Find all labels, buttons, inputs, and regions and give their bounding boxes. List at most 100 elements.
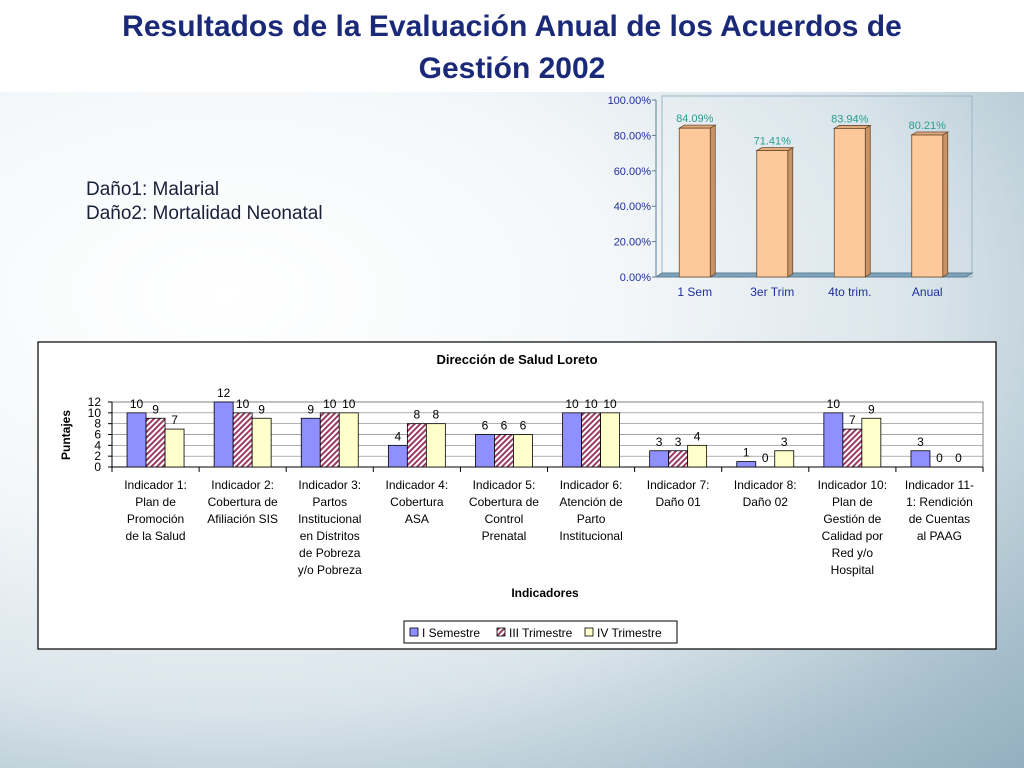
chart2-value-label: 0 xyxy=(955,451,962,465)
chart2-bar xyxy=(494,434,514,468)
chart2-value-label: 9 xyxy=(152,402,159,416)
chart1-y-tick-label: 100.00% xyxy=(608,95,652,107)
chart2-value-label: 3 xyxy=(675,435,682,449)
chart2-bar xyxy=(475,434,495,468)
title-line-2: Gestión 2002 xyxy=(418,52,606,85)
chart2-category-label: ASA xyxy=(405,512,429,526)
chart2-category-label: Indicador 8: xyxy=(734,478,797,492)
chart2-title: Dirección de Salud Loreto xyxy=(436,352,597,367)
chart2-legend-swatch xyxy=(496,627,506,637)
chart1-category-label: 1 Sem xyxy=(677,285,712,299)
chart2-legend-swatch xyxy=(584,627,594,637)
chart2-bar xyxy=(126,412,147,468)
chart2-bar xyxy=(562,412,582,468)
damage-note-1: Daño1: Malarial xyxy=(86,179,220,200)
chart2-category-label: de Pobreza xyxy=(299,546,361,560)
chart2-category-label: Plan de xyxy=(832,495,873,509)
chart2-bar xyxy=(513,434,533,468)
chart2-category-label: Indicador 11- xyxy=(905,478,974,492)
chart2-category-label: Institucional xyxy=(298,512,361,526)
chart2-value-label: 3 xyxy=(917,435,924,449)
chart2-category-label: Indicador 4: xyxy=(385,478,448,492)
chart1-value-label: 71.41% xyxy=(754,136,792,148)
chart2-value-label: 7 xyxy=(849,413,856,427)
chart2-bar xyxy=(164,428,185,468)
chart2-bar xyxy=(406,423,427,468)
chart1-bar xyxy=(911,134,944,278)
chart2-category-label: al PAAG xyxy=(917,529,962,543)
chart2-y-tick-label: 4 xyxy=(94,438,101,452)
chart2-category-label: en Distritos xyxy=(300,529,360,543)
chart2-bar xyxy=(387,444,408,468)
chart1-bar xyxy=(833,128,866,278)
chart1-y-tick-label: 0.00% xyxy=(620,272,651,284)
chart2-bar xyxy=(910,450,931,468)
chart1-y-tick-label: 40.00% xyxy=(614,201,652,213)
chart2-bar xyxy=(600,412,620,468)
chart2-value-label: 10 xyxy=(603,397,617,411)
chart2-category-label: Atención de xyxy=(559,495,623,509)
chart2-value-label: 9 xyxy=(258,402,265,416)
chart1-bar xyxy=(756,150,789,278)
chart2-value-label: 4 xyxy=(694,429,701,443)
chart2-y-axis-label: Puntajes xyxy=(59,410,73,460)
page-title: Resultados de la Evaluación Anual de los… xyxy=(0,6,1024,90)
chart2-bar xyxy=(145,417,166,468)
chart2-value-label: 10 xyxy=(323,397,337,411)
chart2-category-label: y/o Pobreza xyxy=(298,563,362,577)
chart1-y-tick-label: 20.00% xyxy=(614,237,652,249)
chart2-bar xyxy=(251,417,272,468)
chart2-category-label: Cobertura xyxy=(390,495,444,509)
chart2-category-label: Indicador 7: xyxy=(647,478,710,492)
chart2-value-label: 3 xyxy=(781,435,788,449)
chart2-value-label: 3 xyxy=(656,435,663,449)
chart2-category-label: Institucional xyxy=(559,529,622,543)
chart2-frame xyxy=(37,341,997,650)
chart2-y-tick-label: 0 xyxy=(94,460,101,474)
chart2-category-label: Gestión de xyxy=(823,512,881,526)
chart2-bar xyxy=(232,412,253,468)
chart2-value-label: 10 xyxy=(584,397,598,411)
damage-note-2: Daño2: Mortalidad Neonatal xyxy=(86,203,323,224)
chart2-legend-label: IV Trimestre xyxy=(597,626,662,640)
chart2-category-label: Daño 02 xyxy=(743,495,789,509)
chart2-legend-label: III Trimestre xyxy=(509,626,573,640)
chart1-y-tick-label: 80.00% xyxy=(614,130,652,142)
chart2-x-axis-label: Indicadores xyxy=(511,586,579,600)
chart2-value-label: 7 xyxy=(171,413,178,427)
chart2-value-label: 10 xyxy=(130,397,144,411)
chart2-category-label: Indicador 2: xyxy=(211,478,274,492)
chart2-bar xyxy=(319,412,340,468)
chart2-category-label: Afiliación SIS xyxy=(207,512,278,526)
chart2-value-label: 12 xyxy=(217,386,231,400)
chart2-bar xyxy=(338,412,359,468)
chart2-y-tick-label: 10 xyxy=(88,406,102,420)
chart2-value-label: 0 xyxy=(936,451,943,465)
chart2-category-label: Control xyxy=(485,512,524,526)
chart2-y-tick-label: 2 xyxy=(94,449,101,463)
chart1-category-label: 3er Trim xyxy=(750,285,794,299)
chart2-y-tick-label: 12 xyxy=(88,395,102,409)
chart2-value-label: 8 xyxy=(414,408,421,422)
chart2-category-label: Hospital xyxy=(831,563,874,577)
chart2-bar xyxy=(300,417,321,468)
chart1-value-label: 83.94% xyxy=(831,113,869,125)
chart2-value-label: 10 xyxy=(827,397,841,411)
chart1-category-label: 4to trim. xyxy=(828,285,871,299)
chart2-category-label: Parto xyxy=(577,512,606,526)
chart2-value-label: 10 xyxy=(342,397,356,411)
chart1-y-tick-label: 60.00% xyxy=(614,166,652,178)
chart2-legend-label: I Semestre xyxy=(422,626,480,640)
chart2-value-label: 6 xyxy=(520,419,527,433)
chart2-bar xyxy=(736,461,757,468)
chart2-category-label: Partos xyxy=(312,495,347,509)
chart1-value-label: 84.09% xyxy=(676,113,714,125)
chart2-category-label: Plan de xyxy=(135,495,176,509)
chart2-category-label: Indicador 3: xyxy=(298,478,361,492)
chart2-bar xyxy=(425,423,446,468)
chart2-category-label: Daño 01 xyxy=(655,495,701,509)
chart2-category-label: Indicador 5: xyxy=(473,478,536,492)
chart2-value-label: 9 xyxy=(868,402,875,416)
